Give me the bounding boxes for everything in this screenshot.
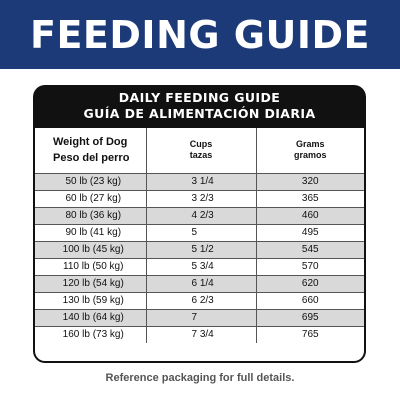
grams-cell: 765 [256,326,364,343]
table-row: 140 lb (64 kg) 7 695 [35,309,364,327]
cups-cell: 6 2/3 [146,292,257,310]
cups-cell: 4 2/3 [146,207,257,225]
card-title-spanish: GUÍA DE ALIMENTACIÓN DIARIA [83,105,316,121]
cups-cell: 5 [146,224,257,242]
header-grams-spanish: gramos [293,150,327,161]
header-grams-english: Grams [295,139,325,150]
table-row: 80 lb (36 kg) 4 2/3 460 [35,207,364,225]
table-header-row: Weight of Dog Peso del perro Cups tazas … [35,128,364,174]
weight-cell: 110 lb (50 kg) [35,258,147,276]
weight-cell: 60 lb (27 kg) [35,190,147,208]
header-weight-spanish: Peso del perro [53,152,130,165]
cups-cell: 7 3/4 [146,326,257,343]
weight-cell: 100 lb (45 kg) [35,241,147,259]
weight-cell: 80 lb (36 kg) [35,207,147,225]
cups-cell: 5 3/4 [146,258,257,276]
table-row: 90 lb (41 kg) 5 495 [35,224,364,242]
header-weight-english: Weight of Dog [53,136,128,149]
card-header: DAILY FEEDING GUIDE GUÍA DE ALIMENTACIÓN… [33,85,366,126]
cups-cell: 6 1/4 [146,275,257,293]
weight-cell: 130 lb (59 kg) [35,292,147,310]
weight-cell: 140 lb (64 kg) [35,309,147,327]
card-title-english: DAILY FEEDING GUIDE [118,89,281,105]
table-row: 120 lb (54 kg) 6 1/4 620 [35,275,364,293]
cups-cell: 3 1/4 [146,173,257,191]
table-container: Weight of Dog Peso del perro Cups tazas … [35,128,364,361]
grams-cell: 545 [256,241,364,259]
grams-cell: 570 [256,258,364,276]
weight-cell: 50 lb (23 kg) [35,173,147,191]
header-cups-spanish: tazas [189,150,213,161]
feeding-guide-card: DAILY FEEDING GUIDE GUÍA DE ALIMENTACIÓN… [33,85,366,363]
banner-title: FEEDING GUIDE [30,12,370,57]
header-grams: Grams gramos [256,128,364,174]
grams-cell: 660 [256,292,364,310]
table-body: 50 lb (23 kg) 3 1/4 320 60 lb (27 kg) 3 2/3 3… [35,173,364,343]
cups-cell: 3 2/3 [146,190,257,208]
table-row: 100 lb (45 kg) 5 1/2 545 [35,241,364,259]
table-row: 130 lb (59 kg) 6 2/3 660 [35,292,364,310]
cups-cell: 5 1/2 [146,241,257,259]
banner: FEEDING GUIDE [0,0,400,69]
table-row: 50 lb (23 kg) 3 1/4 320 [35,173,364,191]
grams-cell: 320 [256,173,364,191]
grams-cell: 495 [256,224,364,242]
header-cups-english: Cups [189,139,213,150]
table-row: 110 lb (50 kg) 5 3/4 570 [35,258,364,276]
table-row: 60 lb (27 kg) 3 2/3 365 [35,190,364,208]
cups-cell: 7 [146,309,257,327]
feeding-table: Weight of Dog Peso del perro Cups tazas … [35,128,364,343]
header-cups: Cups tazas [146,128,257,174]
grams-cell: 695 [256,309,364,327]
grams-cell: 365 [256,190,364,208]
table-row: 160 lb (73 kg) 7 3/4 765 [35,326,364,343]
footer-note: Reference packaging for full details. [105,372,295,384]
weight-cell: 90 lb (41 kg) [35,224,147,242]
grams-cell: 460 [256,207,364,225]
header-weight: Weight of Dog Peso del perro [35,128,147,174]
weight-cell: 160 lb (73 kg) [35,326,147,343]
grams-cell: 620 [256,275,364,293]
weight-cell: 120 lb (54 kg) [35,275,147,293]
